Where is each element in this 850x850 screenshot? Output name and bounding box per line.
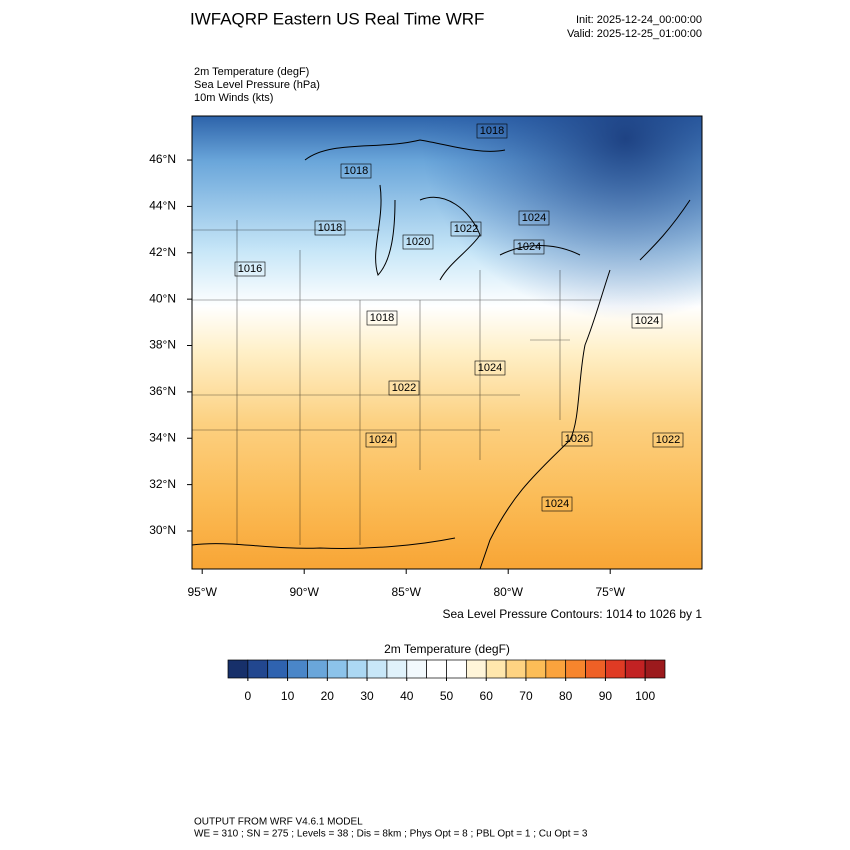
colorbar-swatch bbox=[406, 659, 427, 679]
colorbar-label: 60 bbox=[480, 689, 494, 703]
label-box bbox=[234, 261, 266, 277]
colorbar-swatch bbox=[287, 659, 308, 679]
label-box bbox=[314, 220, 346, 236]
label-box bbox=[652, 432, 684, 448]
lon-label: 85°W bbox=[391, 585, 421, 599]
colorbar-swatch bbox=[227, 659, 249, 679]
colorbar-label: 0 bbox=[245, 689, 252, 703]
label-box bbox=[476, 123, 508, 139]
colorbar-swatch bbox=[267, 659, 288, 679]
colorbar-label: 70 bbox=[519, 689, 533, 703]
init-time: Init: 2025-12-24_00:00:00 bbox=[576, 14, 702, 26]
pressure-label: 1024 bbox=[545, 498, 569, 510]
pressure-label: 1018 bbox=[318, 222, 342, 234]
lat-label: 32°N bbox=[149, 477, 176, 491]
colorbar-swatch bbox=[326, 659, 348, 679]
label-box bbox=[541, 496, 573, 512]
lat-label: 42°N bbox=[149, 245, 176, 259]
pressure-label: 1018 bbox=[344, 165, 368, 177]
colorbar-label: 90 bbox=[599, 689, 613, 703]
label-box bbox=[366, 310, 398, 326]
pressure-label: 1024 bbox=[517, 241, 541, 253]
colorbar-swatch bbox=[525, 659, 547, 679]
pressure-label: 1016 bbox=[238, 263, 262, 275]
colorbar-title: 2m Temperature (degF) bbox=[384, 642, 510, 656]
colorbar-label: 50 bbox=[440, 689, 454, 703]
contour-note: Sea Level Pressure Contours: 1014 to 102… bbox=[443, 607, 703, 621]
lat-label: 36°N bbox=[149, 384, 176, 398]
colorbar-swatch bbox=[307, 659, 328, 679]
title: IWFAQRP Eastern US Real Time WRF bbox=[190, 9, 484, 28]
lat-label: 46°N bbox=[149, 152, 176, 166]
label-box bbox=[388, 380, 420, 396]
label-box bbox=[402, 234, 434, 250]
label-box bbox=[561, 431, 593, 447]
colorbar-swatch bbox=[346, 659, 368, 679]
field-label: Sea Level Pressure (hPa) bbox=[194, 79, 320, 91]
colorbar-label: 30 bbox=[360, 689, 374, 703]
pressure-label: 1026 bbox=[565, 433, 589, 445]
pressure-label: 1020 bbox=[406, 236, 430, 248]
lon-label: 90°W bbox=[289, 585, 319, 599]
colorbar-label: 10 bbox=[281, 689, 295, 703]
pressure-label: 1022 bbox=[656, 434, 680, 446]
pressure-label: 1024 bbox=[635, 315, 659, 327]
colorbar-label: 100 bbox=[635, 689, 655, 703]
pressure-label: 1018 bbox=[370, 312, 394, 324]
label-box bbox=[513, 239, 545, 255]
colorbar-swatch bbox=[505, 659, 527, 679]
colorbar-label: 80 bbox=[559, 689, 573, 703]
label-box bbox=[365, 432, 397, 448]
colorbar-swatch bbox=[386, 659, 408, 679]
lon-label: 80°W bbox=[493, 585, 523, 599]
pressure-label: 1018 bbox=[480, 125, 504, 137]
lon-label: 95°W bbox=[187, 585, 217, 599]
colorbar-label: 40 bbox=[400, 689, 414, 703]
colorbar-swatch bbox=[446, 659, 467, 679]
lon-label: 75°W bbox=[595, 585, 625, 599]
colorbar-swatch bbox=[485, 659, 507, 679]
coastlines bbox=[191, 139, 691, 570]
colorbar-swatch bbox=[565, 659, 586, 679]
label-box bbox=[518, 210, 550, 226]
label-box bbox=[340, 163, 372, 179]
field-label: 2m Temperature (degF) bbox=[194, 66, 309, 78]
colorbar-swatch bbox=[644, 659, 666, 679]
lat-label: 34°N bbox=[149, 430, 176, 444]
lat-label: 30°N bbox=[149, 523, 176, 537]
colorbar-swatch bbox=[466, 659, 487, 679]
colorbar-swatch bbox=[366, 659, 388, 679]
field-label: 10m Winds (kts) bbox=[194, 92, 273, 104]
pressure-label: 1024 bbox=[478, 362, 502, 374]
map-frame bbox=[191, 115, 703, 570]
map: 1018 1018 1018 1016 1020 1022 1024 1024 1024 1018… bbox=[191, 115, 703, 570]
valid-time: Valid: 2025-12-25_01:00:00 bbox=[567, 28, 702, 40]
colorbar-swatch bbox=[247, 659, 269, 679]
colorbar-swatch bbox=[624, 659, 646, 679]
colorbar-label: 20 bbox=[321, 689, 335, 703]
lat-label: 40°N bbox=[149, 291, 176, 305]
cold-region bbox=[192, 116, 702, 569]
footer: WE = 310 ; SN = 275 ; Levels = 38 ; Dis … bbox=[194, 829, 588, 840]
colorbar-swatch bbox=[605, 659, 626, 679]
lat-label: 44°N bbox=[149, 199, 176, 213]
lat-label: 38°N bbox=[149, 338, 176, 352]
pressure-labels: 1018 1018 1018 1016 1020 1022 1024 1024 1024 1018… bbox=[234, 123, 684, 512]
label-box bbox=[631, 313, 663, 329]
colorbar-swatch bbox=[426, 659, 447, 679]
label-box bbox=[450, 221, 482, 237]
borders bbox=[192, 220, 600, 545]
colorbar-swatch bbox=[545, 659, 567, 679]
footer: OUTPUT FROM WRF V4.6.1 MODEL bbox=[194, 817, 363, 828]
pressure-label: 1022 bbox=[392, 382, 416, 394]
label-box bbox=[474, 360, 506, 376]
pressure-label: 1024 bbox=[369, 434, 393, 446]
pressure-label: 1022 bbox=[454, 223, 478, 235]
pressure-label: 1024 bbox=[522, 212, 546, 224]
colorbar-swatch bbox=[585, 659, 606, 679]
